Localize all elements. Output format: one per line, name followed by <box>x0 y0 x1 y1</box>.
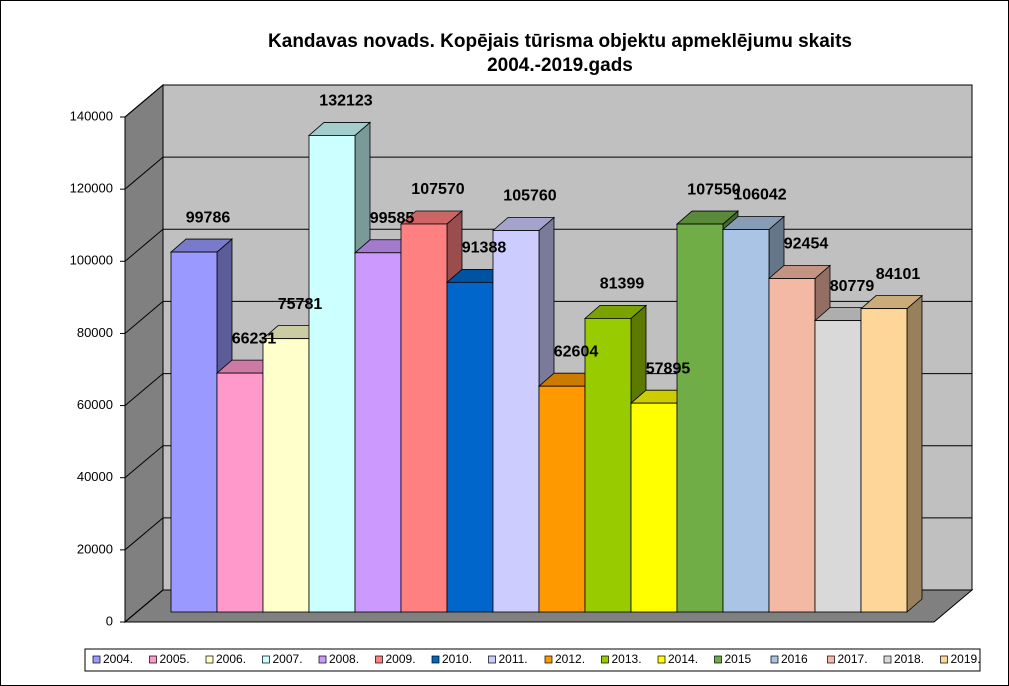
legend-label: 2009. <box>386 652 416 666</box>
grid-line <box>124 301 164 334</box>
bar <box>354 252 402 613</box>
legend-label: 2012. <box>555 652 585 666</box>
value-label: 84101 <box>876 266 921 283</box>
legend-swatch <box>714 655 722 664</box>
value-label: 107550 <box>687 181 740 198</box>
y-tick-label: 140000 <box>70 108 113 123</box>
legend-label: 2011. <box>499 652 528 666</box>
y-tick-label: 60000 <box>77 397 113 412</box>
value-label: 132123 <box>319 93 372 110</box>
value-label: 106042 <box>733 187 786 204</box>
bar <box>446 281 494 613</box>
y-tick-label: 120000 <box>70 181 113 196</box>
bar <box>860 308 908 613</box>
grid-line <box>124 228 164 262</box>
bar <box>400 223 448 613</box>
grid-line <box>124 445 164 479</box>
legend-label: 2013. <box>612 652 642 666</box>
value-label: 99786 <box>186 209 231 226</box>
bar <box>584 317 632 613</box>
value-label: 81399 <box>600 276 645 293</box>
grid-line <box>124 517 164 551</box>
y-tick-label: 80000 <box>77 325 113 340</box>
value-label: 91388 <box>462 240 507 257</box>
bar <box>630 402 678 613</box>
value-label: 80779 <box>830 278 875 295</box>
legend-label: 2014. <box>668 652 698 666</box>
y-tick-label: 0 <box>106 613 113 628</box>
grid-line <box>124 373 164 406</box>
grid-line <box>124 156 164 190</box>
legend-swatch <box>262 655 270 664</box>
value-label: 62604 <box>554 343 599 360</box>
legend-swatch <box>149 655 157 664</box>
legend-label: 2010. <box>442 652 472 666</box>
y-tick-label: 100000 <box>70 253 113 268</box>
bar <box>538 385 586 613</box>
legend-box <box>84 648 981 672</box>
bar-side <box>906 294 923 613</box>
grid-line <box>124 84 164 118</box>
legend-swatch <box>657 655 666 664</box>
bar <box>262 338 310 613</box>
y-tick-label: 20000 <box>77 541 113 556</box>
bar <box>308 135 356 613</box>
legend-label: 2008. <box>329 652 359 666</box>
bar <box>216 372 264 613</box>
legend-swatch <box>883 655 892 664</box>
chart-title: 2004.-2019.gads <box>487 55 633 76</box>
value-label: 107570 <box>411 181 464 198</box>
legend-swatch <box>205 655 214 664</box>
value-label: 57895 <box>646 360 691 377</box>
y-tick-label: 40000 <box>77 469 113 484</box>
value-label: 66231 <box>232 330 277 347</box>
bar <box>170 251 218 613</box>
legend-swatch <box>544 655 553 664</box>
legend-swatch <box>601 655 609 664</box>
legend-label: 2005. <box>160 652 190 666</box>
value-label: 99585 <box>370 210 415 227</box>
legend-swatch <box>375 655 383 664</box>
value-label: 75781 <box>278 296 323 313</box>
legend-label: 2017. <box>838 652 868 666</box>
legend-label: 2006. <box>216 652 246 666</box>
bar <box>722 229 770 613</box>
value-label: 105760 <box>503 188 556 205</box>
legend-swatch <box>92 655 101 664</box>
grid-line <box>124 589 164 623</box>
value-label: 92454 <box>784 236 829 253</box>
bar <box>768 278 816 613</box>
left-wall <box>124 83 164 624</box>
legend-swatch <box>827 655 835 664</box>
legend-swatch <box>770 655 779 664</box>
bar <box>492 230 540 613</box>
legend-swatch <box>488 655 496 664</box>
bar <box>814 320 862 613</box>
bar <box>676 223 724 613</box>
legend-swatch <box>940 655 948 664</box>
legend-swatch <box>431 655 440 664</box>
legend-label: 2016 <box>781 652 808 666</box>
chart-title: Kandavas novads. Kopējais tūrisma objekt… <box>268 31 852 52</box>
legend-label: 2015 <box>725 652 752 666</box>
legend-swatch <box>318 655 327 664</box>
legend-label: 2018. <box>894 652 924 666</box>
legend-label: 2007. <box>273 652 303 666</box>
legend-label: 2019. <box>951 652 981 666</box>
legend-label: 2004. <box>103 652 133 666</box>
